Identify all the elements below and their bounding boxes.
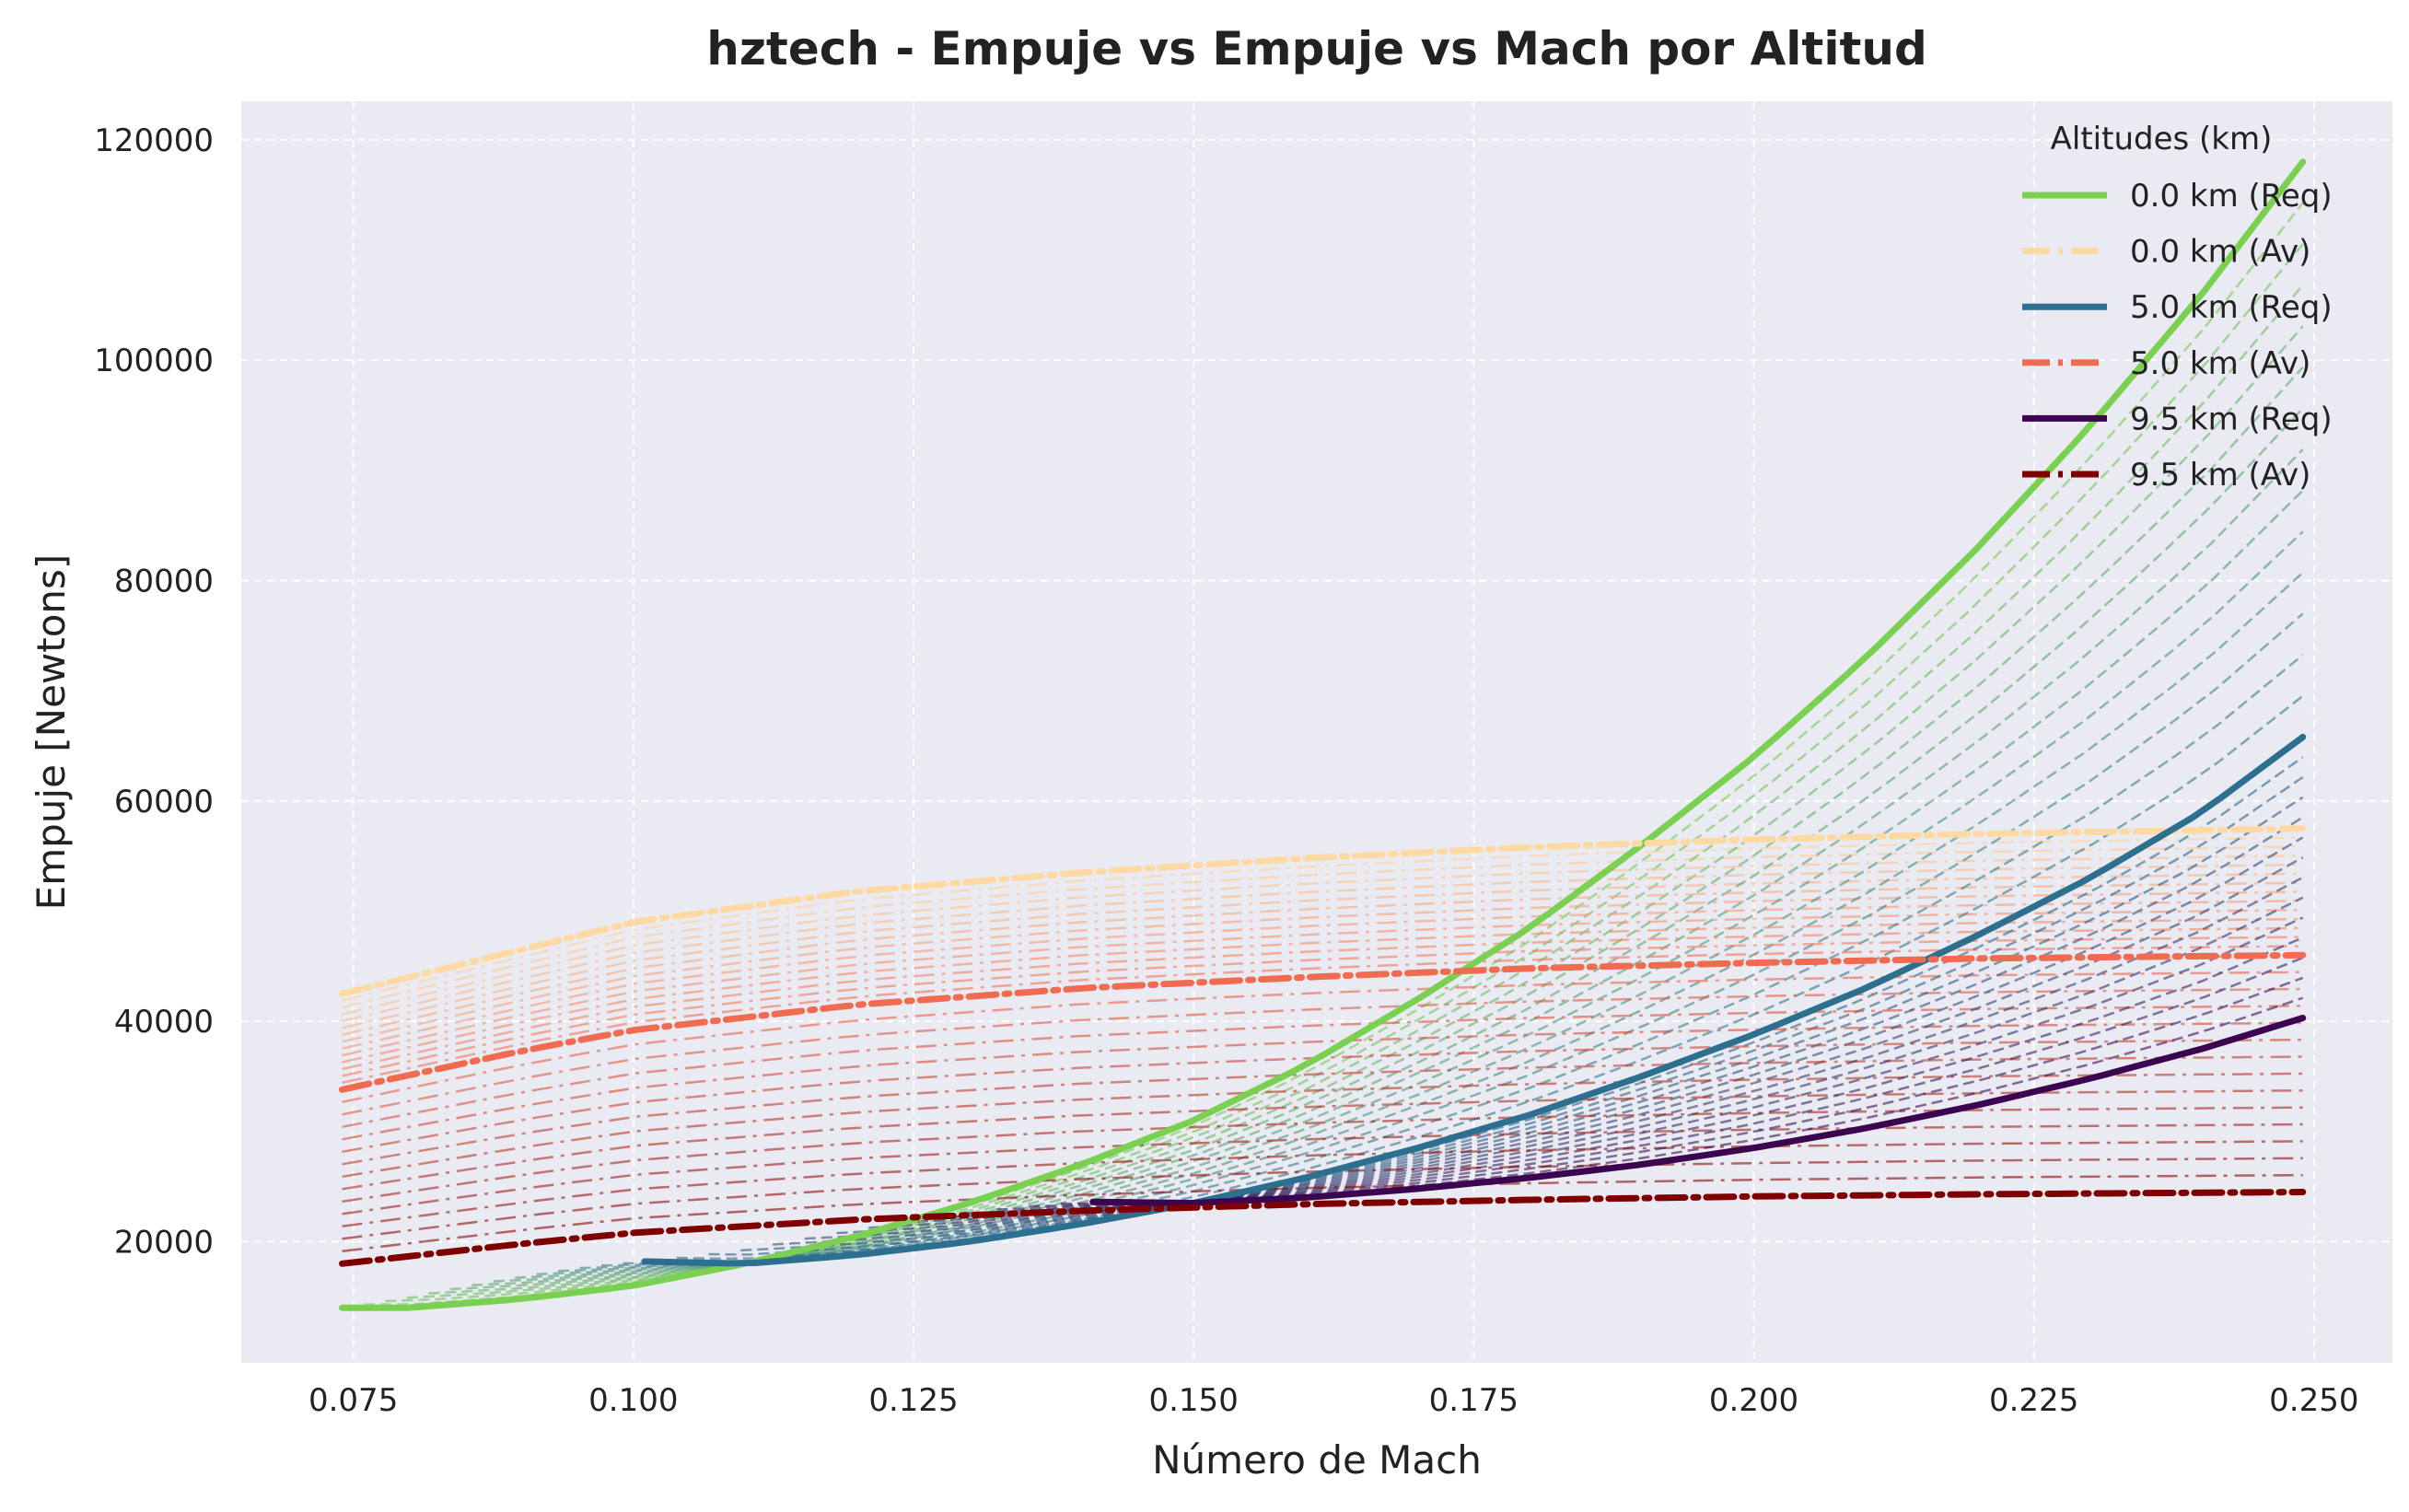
intermediate-altitude-line — [449, 366, 2304, 1291]
series-line — [339, 825, 2307, 997]
legend: Altitudes (km) 0.0 km (Req) 0.0 km (Av) 5.… — [2022, 121, 2333, 494]
legend-entry-label: 9.5 km (Av) — [2130, 457, 2310, 494]
series-line — [339, 951, 2307, 1093]
y-axis-ticks: 20000 40000 60000 80000 100000 120000 — [94, 122, 214, 1262]
y-tick-label: 100000 — [94, 343, 214, 379]
grid — [241, 101, 2392, 1363]
x-tick-label: 0.075 — [308, 1382, 398, 1419]
y-axis-label: Empuje [Newtons] — [29, 554, 74, 911]
y-tick-label: 20000 — [114, 1224, 214, 1261]
series-line — [339, 1189, 2307, 1267]
intermediate-altitude-line — [1029, 976, 2304, 1208]
intermediate-altitude-line — [342, 917, 2303, 1064]
intermediate-altitude-line — [342, 926, 2303, 1071]
x-axis-label: Número de Mach — [1152, 1437, 1482, 1483]
x-tick-label: 0.200 — [1709, 1382, 1798, 1419]
intermediate-altitude-line — [342, 987, 2303, 1116]
intermediate-altitude-line — [708, 775, 2304, 1256]
intermediate-altitude-line — [804, 836, 2304, 1240]
intermediate-altitude-line — [342, 1140, 2303, 1228]
x-tick-label: 0.250 — [2269, 1382, 2358, 1419]
legend-entry-label: 0.0 km (Av) — [2130, 234, 2310, 271]
legend-entry-label: 5.0 km (Av) — [2130, 345, 2310, 382]
x-axis-ticks: 0.075 0.100 0.125 0.150 0.175 0.200 0.225 0.250 — [308, 1382, 2359, 1419]
intermediate-altitude-line — [932, 916, 2304, 1219]
y-tick-label: 40000 — [114, 1004, 214, 1041]
intermediate-altitude-line — [623, 694, 2304, 1265]
y-tick-label: 80000 — [114, 563, 214, 599]
legend-title: Altitudes (km) — [2051, 121, 2273, 157]
intermediate-altitude-line — [342, 1173, 2303, 1253]
series-line — [1089, 1015, 2307, 1207]
intermediate-altitude-line — [342, 900, 2303, 1050]
x-tick-label: 0.100 — [588, 1382, 678, 1419]
x-tick-label: 0.175 — [1429, 1382, 1519, 1419]
intermediate-altitude-line — [342, 971, 2303, 1104]
intermediate-altitude-line — [342, 1072, 2303, 1179]
legend-entry-label: 5.0 km (Req) — [2130, 289, 2333, 326]
series-line — [641, 733, 2307, 1267]
intermediate-altitude-line — [342, 890, 2303, 1043]
legend-entry-label: 9.5 km (Req) — [2130, 401, 2333, 437]
intermediate-altitude-line — [342, 1089, 2303, 1191]
x-tick-label: 0.125 — [868, 1382, 958, 1419]
intermediate-altitude-line — [342, 881, 2303, 1037]
intermediate-altitude-line — [342, 1021, 2303, 1141]
intermediate-altitude-line — [342, 936, 2303, 1077]
x-tick-label: 0.150 — [1148, 1382, 1238, 1419]
intermediate-altitude-line — [342, 1055, 2303, 1166]
intermediate-altitude-line — [342, 1106, 2303, 1204]
intermediate-altitude-line — [342, 945, 2303, 1085]
intermediate-altitude-line — [536, 530, 2304, 1276]
intermediate-altitude-line — [740, 796, 2304, 1252]
intermediate-altitude-line — [772, 816, 2304, 1246]
intermediate-altitude-line — [342, 908, 2303, 1057]
series-lines — [339, 158, 2307, 1311]
y-tick-label: 120000 — [94, 122, 214, 159]
legend-entry-label: 0.0 km (Req) — [2130, 178, 2333, 215]
chart-title: hztech - Empuje vs Empuje vs Mach por Al… — [706, 22, 1927, 76]
intermediate-altitude-line — [342, 1122, 2303, 1215]
x-tick-label: 0.225 — [1989, 1382, 2078, 1419]
intermediate-altitude-line — [428, 325, 2304, 1295]
legend-entries: 0.0 km (Req) 0.0 km (Av) 5.0 km (Req) 5.0 k… — [2022, 178, 2333, 494]
intermediate-altitude-lines — [342, 202, 2304, 1306]
y-tick-label: 60000 — [114, 784, 214, 820]
series-line — [339, 158, 2307, 1311]
